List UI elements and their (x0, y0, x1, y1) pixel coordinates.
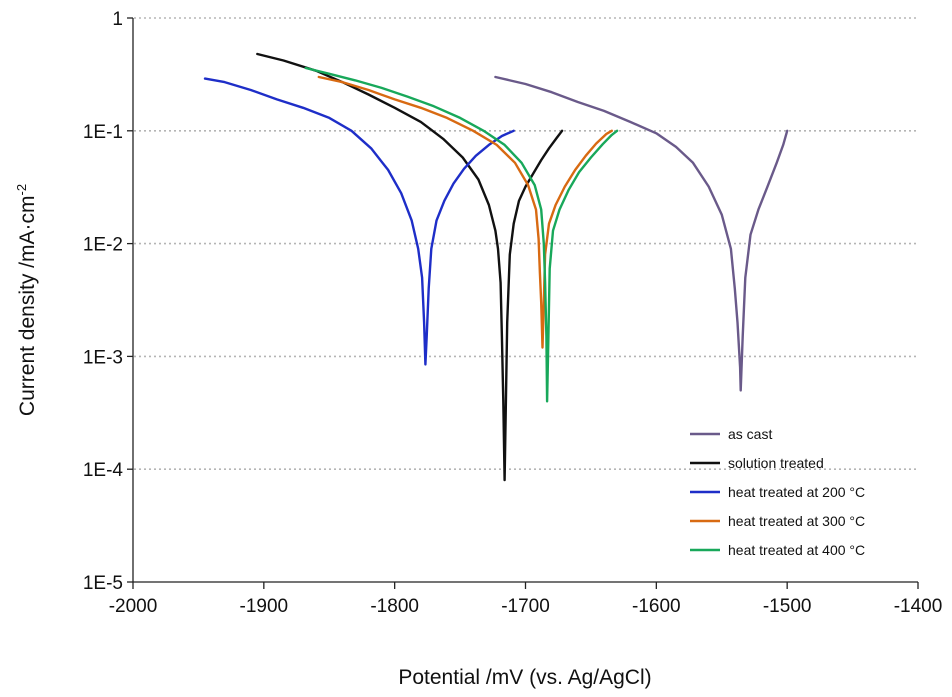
series-line-5 (304, 66, 619, 403)
series-lines (203, 52, 789, 482)
y-axis-title-main: Current density /mA·cm (16, 196, 39, 417)
x-tick-label: -1700 (501, 596, 550, 617)
legend-label: heat treated at 400 °C (728, 542, 865, 558)
series-line-4 (317, 75, 613, 349)
legend-label: heat treated at 200 °C (728, 484, 865, 500)
y-axis-title-superscript: -2 (14, 184, 29, 196)
series-line-2 (256, 52, 564, 482)
y-tick-label: 1E-1 (83, 122, 123, 143)
x-tick-label: -1900 (240, 596, 289, 617)
gridlines (134, 17, 918, 471)
y-tick-label: 1E-3 (83, 347, 123, 368)
y-axis-title: Current density /mA·cm-2 (14, 184, 39, 416)
legend-label: as cast (728, 426, 772, 442)
y-tick-label: 1E-4 (83, 460, 124, 481)
legend-label: solution treated (728, 455, 824, 471)
y-tick-label: 1E-2 (83, 235, 123, 256)
x-tick-label: -1800 (370, 596, 419, 617)
x-axis-title: Potential /mV (vs. Ag/AgCl) (398, 666, 651, 689)
legend-label: heat treated at 300 °C (728, 513, 865, 529)
x-tick-label: -1500 (763, 596, 812, 617)
x-tick-label: -2000 (109, 596, 158, 617)
series-line-1 (494, 75, 789, 392)
legend: as cast solution treated heat treated at 2… (690, 426, 865, 558)
ticks: 1 1E-1 1E-2 1E-3 1E-4 1E-5-2000 -1900 -1800 -170… (83, 9, 942, 617)
x-tick-label: -1600 (632, 596, 681, 617)
y-tick-label: 1 (112, 9, 123, 30)
y-tick-label: 1E-5 (83, 573, 123, 594)
series-line-3 (203, 77, 515, 366)
x-tick-label: -1400 (894, 596, 943, 617)
